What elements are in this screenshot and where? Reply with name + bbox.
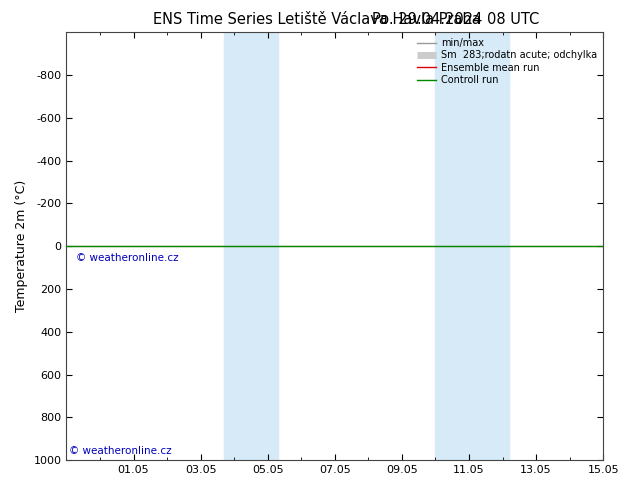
Bar	[224, 32, 278, 460]
Text: © weatheronline.cz: © weatheronline.cz	[77, 252, 179, 263]
Text: Po. 29.04.2024 08 UTC: Po. 29.04.2024 08 UTC	[372, 12, 539, 27]
Text: © weatheronline.cz: © weatheronline.cz	[69, 446, 172, 456]
Bar	[436, 32, 509, 460]
Y-axis label: Temperature 2m (°C): Temperature 2m (°C)	[15, 180, 28, 312]
Text: ENS Time Series Letiště Václava Havla Praha: ENS Time Series Letiště Václava Havla Pr…	[153, 12, 481, 27]
Legend: min/max, Sm  283;rodatn acute; odchylka, Ensemble mean run, Controll run: min/max, Sm 283;rodatn acute; odchylka, …	[413, 34, 601, 89]
